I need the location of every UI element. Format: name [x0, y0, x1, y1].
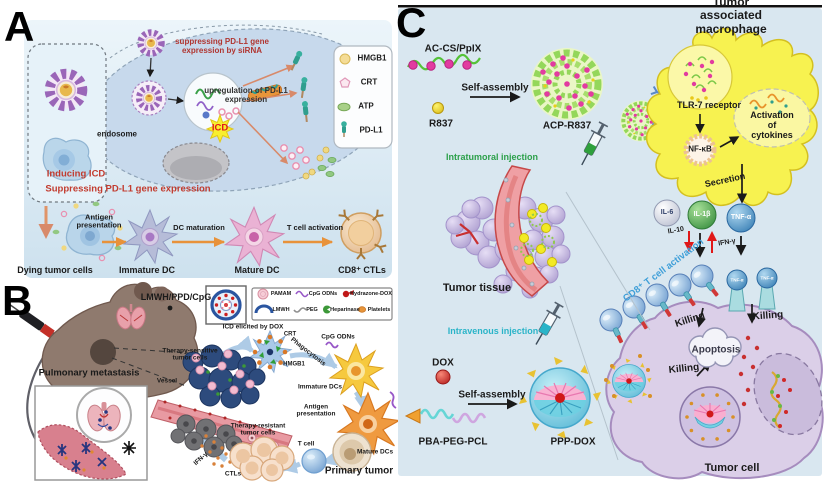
damp-molecules: [280, 144, 337, 180]
ac-cs-ppix-chain: [407, 53, 481, 71]
macrophage-endosome: [667, 44, 733, 110]
tumor-nucleus: [753, 352, 823, 436]
crt-icon: [339, 77, 351, 88]
sirna-nanoparticle-icon: [47, 71, 84, 108]
immature-dc-yellow: [329, 343, 384, 398]
peg-icon: [293, 307, 307, 313]
mature-dc-orange: [337, 392, 400, 455]
therapy-sensitive-cluster: [182, 344, 266, 409]
pdl1-receptors: [290, 50, 309, 123]
dying-tumor-cell: [52, 201, 123, 262]
il1b-sphere: [687, 200, 717, 230]
lmwh-ppd-cpg-box: [205, 285, 247, 325]
targeting-dots: [604, 354, 652, 398]
icd-starburst: [205, 113, 235, 144]
intravenous-syringe: [535, 301, 564, 345]
tumor-spot: [90, 339, 116, 365]
immature-dc: [123, 209, 178, 264]
lmwh-icon: [254, 304, 274, 314]
nfkb-starburst: [683, 133, 717, 167]
panel-a-illustration: [24, 20, 393, 278]
cpg-odns-icon: [295, 290, 309, 298]
atp-icon: [337, 102, 351, 112]
hmgb1-icon: [339, 53, 351, 65]
panel-b-illustration: [9, 282, 400, 482]
cytokine-activation-zone: [733, 88, 811, 148]
sirna-strand-icon: [247, 84, 283, 102]
dox-released-dots: [738, 335, 760, 407]
t-cell-icon: [301, 448, 327, 474]
platelets-icon: [357, 306, 366, 313]
entering-nanoparticle-icon: [139, 31, 163, 55]
panel-b-legend: [251, 287, 393, 321]
cpg-squiggle-2: [389, 391, 397, 409]
therapy-resistant-cluster: [170, 414, 252, 460]
heparinase-icon: [323, 305, 333, 314]
tnfa-sphere: [726, 203, 756, 233]
cpg-squiggle-1: [325, 341, 339, 349]
r837-molecule: [432, 102, 444, 114]
tumor-endosome: [679, 386, 741, 448]
ctl-cluster: [229, 436, 295, 482]
pba-peg-pcl-polymer: [404, 408, 487, 424]
pamam-icon: [257, 288, 269, 300]
pdl1-icon: [341, 121, 347, 137]
metastasis-inset: [34, 385, 148, 481]
ppix-dots: [408, 59, 472, 71]
panel-c-illustration: [398, 5, 824, 480]
cd8-ctl-cell: [337, 208, 388, 260]
acp-r837-particle: [531, 48, 603, 120]
mature-dc: [224, 206, 285, 267]
primary-tumor-cell: [332, 432, 372, 472]
il6-sphere: [653, 199, 681, 227]
mouse: [41, 282, 199, 427]
intratumoral-syringe: [581, 121, 609, 166]
ifn-gamma-dots: [200, 434, 232, 468]
panel-a-legend: [333, 45, 393, 149]
tnf-receptor-2: [756, 267, 778, 310]
dox-molecule: [435, 369, 451, 385]
apoptosis-cloud: [688, 327, 742, 368]
tumor-tissue-cluster: [445, 165, 571, 299]
tnf-receptor-1: [726, 269, 748, 312]
hydrazone-dox-icon: [342, 290, 354, 298]
icd-tumor-cell-icon: [249, 330, 292, 373]
